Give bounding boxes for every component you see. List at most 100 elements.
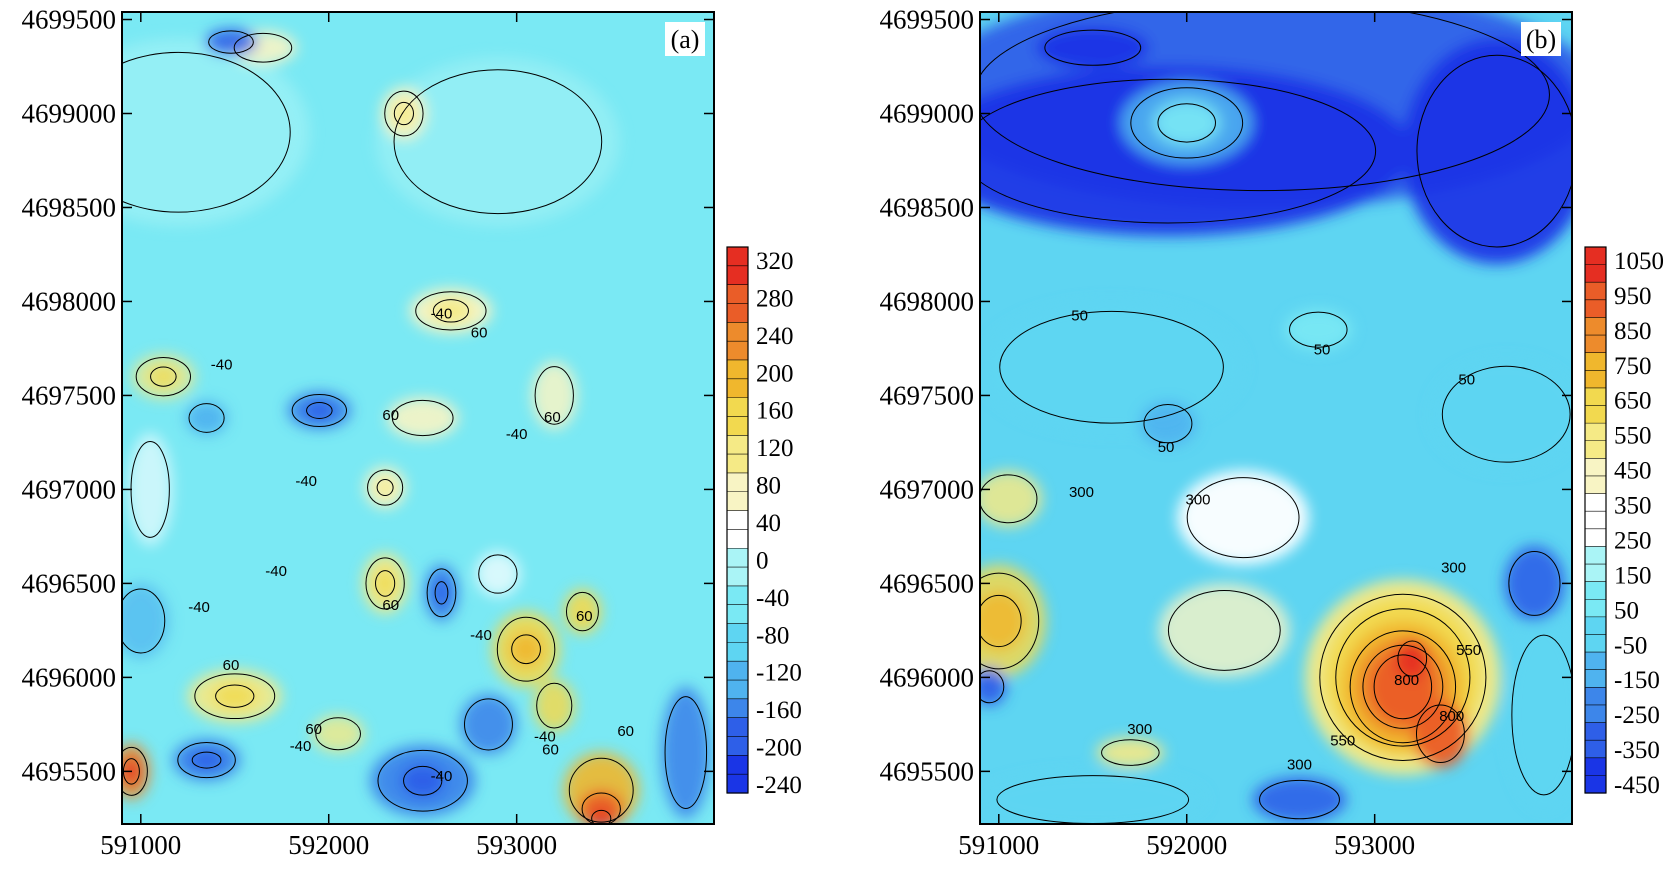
contour-line [999, 310, 1224, 424]
field-blob [204, 28, 258, 56]
contour-line [306, 401, 333, 419]
y-tick-label: 4699500 [880, 5, 975, 35]
contour-label: 550 [1456, 642, 1481, 659]
colorbar-swatch [1585, 669, 1606, 688]
colorbar-tick-label: 1050 [1614, 248, 1664, 275]
colorbar-tick-label: -200 [756, 735, 802, 762]
contour-line [536, 682, 573, 729]
colorbar-swatch [1585, 282, 1606, 301]
colorbar-tick-label: 750 [1614, 353, 1652, 380]
colorbar-swatch [1585, 264, 1606, 283]
contour-line [980, 572, 1040, 670]
colorbar-swatch [727, 435, 748, 455]
colorbar-tick-label: -350 [1614, 737, 1660, 764]
colorbar-swatch [1585, 704, 1606, 724]
contour-line [191, 751, 222, 769]
colorbar-swatch [1585, 775, 1606, 794]
contour-label: 800 [1439, 708, 1464, 725]
panel-label: (a) [671, 25, 700, 54]
contour-line [434, 581, 449, 605]
colorbar-swatch [1585, 387, 1606, 407]
field-blob [1139, 401, 1197, 447]
field-blob [1036, 27, 1150, 69]
field-blob [1152, 100, 1221, 146]
contour-line [980, 12, 1550, 192]
contour-label: 300 [1127, 721, 1152, 738]
contour-label: 60 [382, 597, 399, 614]
field-blob [185, 401, 228, 435]
colorbar-swatch [1585, 440, 1606, 459]
colorbar-tick-label: 550 [1614, 423, 1652, 450]
color-field [122, 28, 711, 824]
contour-line [980, 78, 1377, 224]
colorbar-swatch [1585, 634, 1606, 653]
contour-line [581, 792, 621, 824]
field-blob [980, 301, 1244, 434]
contour-line [1511, 634, 1572, 796]
colorbar-tick-label: -240 [756, 772, 802, 799]
contour-label: 300 [1185, 492, 1210, 509]
colorbar-swatch [1585, 581, 1606, 600]
contour-line [511, 634, 541, 665]
colorbar-swatch [727, 755, 748, 775]
colorbar-frame [1584, 246, 1607, 794]
contour-line [1143, 403, 1193, 444]
colorbar-swatch [1585, 299, 1606, 319]
colorbar-swatch [727, 604, 748, 625]
colorbar-tick-label: 850 [1614, 318, 1652, 345]
field-blob [1402, 38, 1572, 264]
colorbar-swatch [727, 642, 748, 662]
colorbar-tick-label: -450 [1614, 772, 1660, 799]
colorbar-swatch [727, 698, 748, 719]
contour-label: 300 [1441, 559, 1466, 576]
panel-label-box [665, 22, 705, 56]
colorbar-swatch [1585, 317, 1606, 336]
colorbar-swatch [727, 548, 748, 568]
colorbar-tick-label: 50 [1614, 597, 1639, 624]
contour-line [1508, 550, 1561, 616]
contour-line [565, 591, 599, 632]
contour-line [122, 588, 166, 654]
contour-line [122, 51, 291, 213]
colorbar-swatch [1585, 370, 1606, 389]
contour-line [233, 32, 293, 63]
contour-label: 60 [471, 324, 488, 341]
colorbar-swatch [727, 454, 748, 474]
colorbar-tick-label: 40 [756, 510, 781, 537]
contour-line [1373, 654, 1433, 720]
contour-label: 60 [305, 721, 322, 738]
field-blob [189, 750, 224, 770]
colorbar-tick-label: 280 [756, 285, 794, 312]
contour-label: 60 [576, 608, 593, 625]
colorbar-tick-label: -250 [1614, 702, 1660, 729]
contour-line [1101, 739, 1160, 766]
panel-b: 50 50 50 50 300 300 300 800 550 800 550 300 300 46995… [880, 5, 1665, 860]
field-blob [1096, 737, 1165, 768]
colorbar-tick-label: 250 [1614, 527, 1652, 554]
y-tick-label: 4699000 [22, 99, 117, 129]
field-blob [304, 401, 335, 420]
colorbar-tick-label: 450 [1614, 458, 1652, 485]
plot-frame [121, 11, 715, 825]
field-blob [373, 568, 397, 599]
colorbar-tick-label: 80 [756, 473, 781, 500]
contour-label: 50 [1071, 307, 1088, 324]
contour-label: 60 [544, 409, 561, 426]
contour-label: 550 [1330, 732, 1355, 749]
y-tick-label: 4695500 [880, 756, 975, 786]
contour-label: -40 [431, 306, 453, 323]
contour-line [393, 69, 603, 215]
contour-label: 50 [1458, 371, 1475, 388]
panel-label-box [1521, 22, 1561, 56]
contour-line [1130, 87, 1244, 159]
field-blob [212, 683, 258, 710]
field-blob [375, 57, 621, 227]
contour-line [375, 570, 396, 597]
field-blob [980, 771, 1206, 824]
colorbar-swatch [1585, 740, 1606, 759]
plot-frame [979, 11, 1573, 825]
colorbar-tick-label: 150 [1614, 562, 1652, 589]
contour-line [1416, 54, 1572, 248]
